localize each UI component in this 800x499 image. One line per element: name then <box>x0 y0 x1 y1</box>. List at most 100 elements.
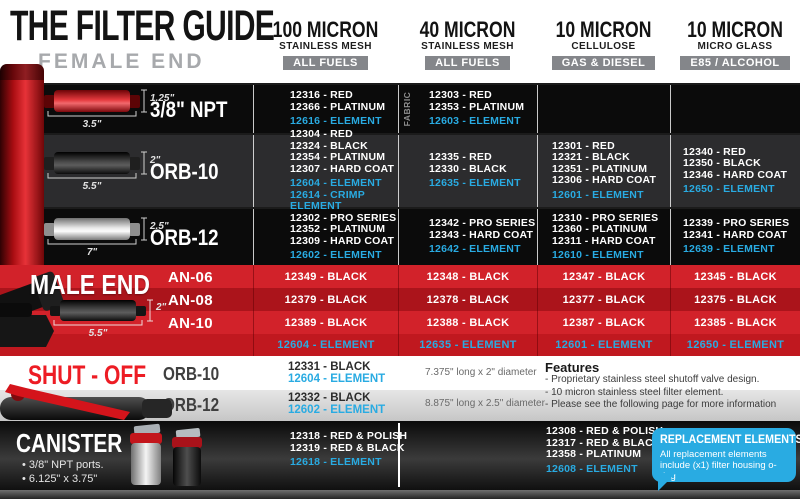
element-numbers: 12603 - ELEMENT <box>429 115 521 128</box>
page-title: THE FILTER GUIDE <box>10 2 275 50</box>
part-number: 12385 - BLACK <box>694 316 777 329</box>
red-filter-product-photo <box>0 64 44 265</box>
part-number: 12387 - BLACK <box>562 316 646 329</box>
cell-10micron-microglass: 12375 - BLACK <box>670 288 800 311</box>
cell-10micron-cellulose: 12377 - BLACK <box>537 288 670 311</box>
cell-40micron: 12342 - PRO SERIES 12343 - HARD COAT 126… <box>398 209 537 265</box>
cell-100micron: 12389 - BLACK <box>253 311 398 334</box>
row-label-zone: AN-08 <box>0 288 253 311</box>
element-number: 12604 - ELEMENT <box>277 339 375 351</box>
row-label: ORB-12 <box>150 225 219 250</box>
fuel-badge: ALL FUELS <box>425 56 510 70</box>
part-numbers: 12301 - RED 12321 - BLACK 12351 - PLATIN… <box>552 139 657 187</box>
cell-10micron-microglass: 12650 - ELEMENT <box>670 334 800 356</box>
shutoff-title: SHUT - OFF <box>28 360 147 390</box>
shutoff-valve-product-photo <box>0 384 172 420</box>
column-micron: 10 MICRON <box>687 17 783 42</box>
part-numbers: 12316 - RED 12366 - PLATINUM <box>290 89 386 113</box>
part-number: 12377 - BLACK <box>562 293 646 306</box>
cell-10micron-cellulose: 12301 - RED 12321 - BLACK 12351 - PLATIN… <box>537 135 670 207</box>
element-number: 12650 - ELEMENT <box>686 339 785 351</box>
column-media: CELLULOSE <box>571 41 636 52</box>
column-micron: 100 MICRON <box>272 17 379 42</box>
cell-40micron: 12335 - RED 12330 - BLACK 12635 - ELEMEN… <box>398 135 537 207</box>
part-number: 12379 - BLACK <box>284 293 368 306</box>
part-numbers: 12302 - PRO SERIES 12352 - PLATINUM 1230… <box>290 211 397 247</box>
part-numbers: 12335 - RED 12330 - BLACK <box>429 151 507 175</box>
cell-100micron: 12304 - RED 12324 - BLACK 12354 - PLATIN… <box>253 129 398 212</box>
filter-photo-npt: 1.25" 3.5" <box>44 87 178 133</box>
dimension-height: 1.25" <box>150 93 175 104</box>
part-number: 12349 - BLACK <box>284 270 368 283</box>
row-label: ORB-10 <box>150 159 219 184</box>
element-number: 12635 - ELEMENT <box>419 339 517 351</box>
size-note: 7.375" long x 2" diameter <box>425 367 537 378</box>
element-numbers: 12618 - ELEMENT <box>290 456 382 468</box>
fuel-badge: E85 / ALCOHOL <box>680 56 790 70</box>
cell-40micron: 12388 - BLACK <box>398 311 537 334</box>
part-number: 12332 - BLACK <box>288 392 371 404</box>
male-end-section: AN-06 12349 - BLACK 12348 - BLACK 12347 … <box>0 265 800 356</box>
fabric-watermark: FABRIC <box>402 91 412 127</box>
part-numbers: 12304 - RED 12324 - BLACK 12354 - PLATIN… <box>290 128 395 175</box>
element-numbers: 12602 - ELEMENT <box>290 249 382 261</box>
row-label-zone: 1.25" 3.5" 3/8" NPT <box>0 85 253 133</box>
part-number: 12331 - BLACK <box>288 361 371 373</box>
canister-cell-100micron: 12318 - RED & POLISH 12319 - RED & BLACK… <box>290 430 407 469</box>
column-micron: 10 MICRON <box>555 17 652 42</box>
features-list: - Proprietary stainless steel shutoff va… <box>545 374 777 410</box>
filter-photo-orb12: 2.5" 7" <box>44 215 178 261</box>
element-numbers: 12639 - ELEMENT <box>683 243 775 256</box>
shutoff-label-orb10: ORB-10 <box>163 364 220 384</box>
column-media: STAINLESS MESH <box>279 41 372 52</box>
cell-10micron-cellulose: 12347 - BLACK <box>537 265 670 288</box>
replacement-elements-callout: REPLACEMENT ELEMENTS All replacement ele… <box>652 428 800 491</box>
cell-100micron: 12316 - RED 12366 - PLATINUM 12616 - ELE… <box>253 85 398 133</box>
part-numbers: 12310 - PRO SERIES 12360 - PLATINUM 1231… <box>552 211 659 247</box>
cell-40micron: FABRIC 12303 - RED 12353 - PLATINUM 1260… <box>398 85 537 133</box>
part-number: 12388 - BLACK <box>426 316 510 329</box>
table-row-an08: AN-08 12379 - BLACK 12378 - BLACK 12377 … <box>0 288 800 311</box>
filter-illustration <box>44 151 147 179</box>
dimension-width: 3.5" <box>82 119 102 130</box>
row-label-zone: 2" 5.5" ORB-10 <box>0 135 253 207</box>
canister-product-photo <box>130 423 202 486</box>
part-number: 12378 - BLACK <box>426 293 510 306</box>
dimension-height: 2" <box>156 302 167 313</box>
shutoff-label-orb12: ORB-12 <box>163 395 220 415</box>
shutoff-row-orb10 <box>0 358 800 390</box>
row-label: 3/8" NPT <box>150 97 228 122</box>
element-numbers: 12650 - ELEMENT <box>683 183 775 195</box>
size-note: 8.875" long x 2.5" diameter <box>425 398 545 409</box>
table-row-an10: AN-10 12389 - BLACK 12388 - BLACK 12387 … <box>0 311 800 334</box>
part-number: 12345 - BLACK <box>694 270 777 283</box>
cell-10micron-microglass: 12340 - RED 12350 - BLACK 12346 - HARD C… <box>670 135 800 207</box>
cell-100micron: 12604 - ELEMENT <box>253 334 398 356</box>
column-micron: 40 MICRON <box>419 17 516 42</box>
male-end-title: MALE END <box>30 269 150 300</box>
cell-100micron: 12349 - BLACK <box>253 265 398 288</box>
cell-10micron-cellulose: 12601 - ELEMENT <box>537 334 670 356</box>
part-number: 12375 - BLACK <box>694 293 777 306</box>
table-row-orb12: 2.5" 7" ORB-12 12302 - PRO SERIES 12352 … <box>0 209 800 265</box>
callout-title: REPLACEMENT ELEMENTS <box>660 434 800 446</box>
part-numbers: 12308 - RED & POLISH 12317 - RED & BLACK… <box>546 425 664 460</box>
dimension-width: 7" <box>86 247 98 258</box>
fuel-badge: GAS & DIESEL <box>551 56 656 70</box>
element-numbers: 12642 - ELEMENT <box>429 243 521 256</box>
filter-illustration <box>44 217 147 245</box>
element-numbers: 12608 - ELEMENT <box>546 462 638 475</box>
row-label-zone: AN-06 <box>0 265 253 288</box>
element-numbers: 12616 - ELEMENT <box>290 115 382 128</box>
element-numbers: 12601 - ELEMENT <box>552 188 644 201</box>
cell-10micron-microglass: 12339 - PRO SERIES 12341 - HARD COAT 126… <box>670 209 800 265</box>
row-label-zone: AN-10 <box>0 311 253 334</box>
cell-40micron: 12378 - BLACK <box>398 288 537 311</box>
cell-100micron: 12379 - BLACK <box>253 288 398 311</box>
column-header-10-micron-cellulose: 10 MICRON CELLULOSE GAS & DIESEL <box>537 17 670 71</box>
table-row-an06: AN-06 12349 - BLACK 12348 - BLACK 12347 … <box>0 265 800 288</box>
dimension-height: 2.5" <box>150 221 169 232</box>
element-numbers: 12635 - ELEMENT <box>429 177 521 190</box>
cell-10micron-cellulose: 12310 - PRO SERIES 12360 - PLATINUM 1231… <box>537 209 670 265</box>
